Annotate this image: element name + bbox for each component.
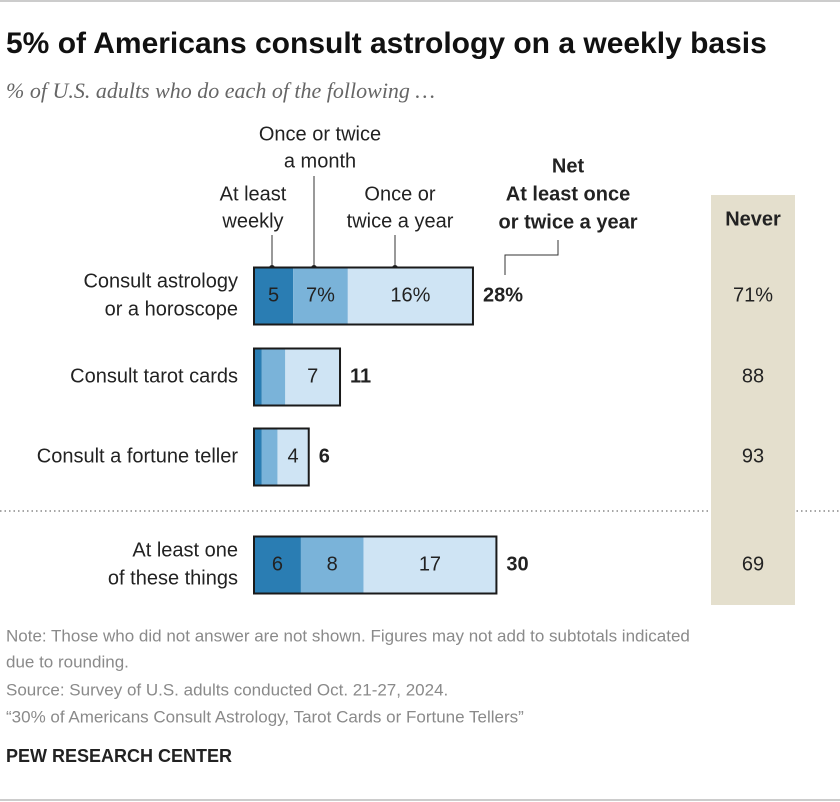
legend-label: weekly [221, 210, 283, 232]
net-header: Net [552, 155, 585, 177]
bar-segment [363, 536, 497, 594]
bar-segment [254, 348, 262, 406]
chart-title: 5% of Americans consult astrology on a w… [6, 27, 767, 60]
segment-label: 6 [272, 553, 283, 575]
bar-segment [261, 428, 278, 486]
never-header: Never [725, 208, 781, 230]
category-label: At least one [132, 539, 238, 561]
source: Source: Survey of U.S. adults conducted … [6, 680, 448, 699]
segment-label: 8 [327, 553, 338, 575]
category-label: Consult astrology [83, 270, 238, 292]
net-header: or twice a year [499, 211, 638, 233]
never-value: 69 [742, 553, 764, 575]
never-value: 93 [742, 445, 764, 467]
bar-segment [277, 428, 309, 486]
category-label: of these things [108, 567, 238, 589]
legend-label: Once or [364, 183, 435, 205]
legend-label: Once or twice [259, 123, 381, 145]
segment-label: 4 [288, 445, 299, 467]
category-label: or a horoscope [105, 298, 238, 320]
bar-segment [285, 348, 341, 406]
bar-segment [347, 267, 473, 325]
bar-segment [300, 536, 364, 594]
segment-label: 7 [307, 365, 318, 387]
bar-outline [253, 427, 310, 487]
bar-outline [253, 347, 342, 407]
category-label: Consult a fortune teller [37, 445, 239, 467]
bar-outline [253, 535, 498, 595]
segment-label: 5 [268, 284, 279, 306]
never-value: 88 [742, 365, 764, 387]
bar-segment [254, 267, 294, 325]
bar-segment [293, 267, 348, 325]
category-label: Consult tarot cards [70, 365, 238, 387]
net-value: 30 [506, 553, 528, 575]
segment-label: 7% [306, 284, 335, 306]
segment-label: 16% [390, 284, 430, 306]
net-value: 6 [319, 445, 330, 467]
brand: PEW RESEARCH CENTER [6, 746, 232, 766]
legend-label: a month [284, 150, 356, 172]
chart-subtitle: % of U.S. adults who do each of the foll… [6, 78, 435, 103]
net-header: At least once [506, 183, 630, 205]
never-column [711, 195, 795, 605]
net-leader [504, 240, 559, 275]
net-value: 11 [350, 365, 371, 387]
bar-segment [254, 536, 301, 594]
bar-segment [261, 348, 286, 406]
note: Note: Those who did not answer are not s… [6, 626, 690, 645]
bar-outline [253, 266, 474, 326]
net-value: 28% [483, 284, 523, 306]
legend-label: At least [220, 183, 287, 205]
segment-label: 17 [419, 553, 441, 575]
report: “30% of Americans Consult Astrology, Tar… [6, 707, 524, 726]
never-value: 71% [733, 284, 773, 306]
note: due to rounding. [6, 652, 129, 671]
bar-segment [254, 428, 262, 486]
legend-label: twice a year [347, 210, 454, 232]
